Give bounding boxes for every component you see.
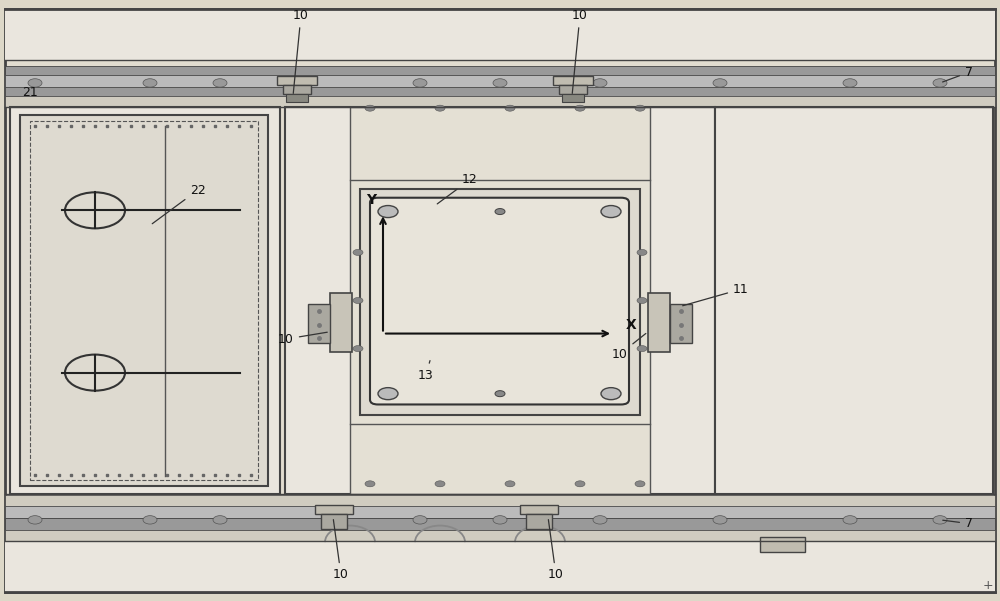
Circle shape — [378, 206, 398, 218]
Text: Y: Y — [366, 194, 376, 207]
Circle shape — [635, 481, 645, 487]
Bar — [315, 505, 353, 514]
Circle shape — [378, 388, 398, 400]
Circle shape — [843, 516, 857, 524]
Bar — [285, 107, 715, 494]
Bar — [321, 514, 347, 529]
Circle shape — [933, 79, 947, 87]
Circle shape — [601, 206, 621, 218]
Circle shape — [213, 516, 227, 524]
Circle shape — [505, 481, 515, 487]
Circle shape — [637, 346, 647, 352]
Bar — [308, 304, 330, 343]
Circle shape — [413, 79, 427, 87]
Bar — [20, 115, 268, 486]
Circle shape — [495, 209, 505, 215]
Text: 7: 7 — [943, 517, 973, 530]
Text: 21: 21 — [22, 86, 38, 99]
Bar — [10, 107, 280, 494]
Bar — [5, 506, 995, 518]
Bar — [5, 75, 995, 87]
Circle shape — [575, 105, 585, 111]
Bar — [5, 87, 995, 96]
Bar — [5, 518, 995, 530]
Text: +: + — [983, 579, 993, 592]
Bar — [5, 96, 995, 107]
Circle shape — [143, 79, 157, 87]
Circle shape — [505, 105, 515, 111]
Circle shape — [493, 79, 507, 87]
Circle shape — [713, 79, 727, 87]
Circle shape — [413, 516, 427, 524]
Circle shape — [353, 346, 363, 352]
Bar — [330, 293, 352, 352]
Bar — [350, 107, 650, 494]
Circle shape — [213, 79, 227, 87]
Bar — [760, 537, 805, 552]
Bar — [5, 9, 995, 60]
Bar — [360, 189, 640, 415]
Circle shape — [495, 391, 505, 397]
Circle shape — [593, 516, 607, 524]
Bar — [553, 76, 593, 85]
Bar — [286, 94, 308, 102]
Bar — [277, 76, 317, 85]
Text: X: X — [626, 318, 636, 332]
Circle shape — [143, 516, 157, 524]
Bar — [30, 121, 258, 480]
Circle shape — [593, 79, 607, 87]
Circle shape — [601, 388, 621, 400]
Circle shape — [435, 105, 445, 111]
Text: 10: 10 — [293, 9, 309, 93]
Bar — [648, 293, 670, 352]
Text: 22: 22 — [152, 183, 206, 224]
Bar — [520, 505, 558, 514]
Bar — [5, 66, 995, 75]
Circle shape — [28, 79, 42, 87]
Circle shape — [435, 481, 445, 487]
Text: 10: 10 — [612, 334, 646, 361]
Circle shape — [843, 79, 857, 87]
Circle shape — [637, 249, 647, 255]
Circle shape — [575, 481, 585, 487]
Bar — [5, 495, 995, 506]
Bar — [562, 94, 584, 102]
Circle shape — [933, 516, 947, 524]
Circle shape — [713, 516, 727, 524]
Bar — [283, 85, 311, 94]
Bar — [670, 304, 692, 343]
Circle shape — [353, 297, 363, 304]
Bar — [715, 107, 993, 494]
Text: 10: 10 — [572, 9, 588, 93]
Text: 10: 10 — [278, 332, 327, 346]
Bar — [5, 530, 995, 541]
Circle shape — [365, 105, 375, 111]
Bar — [559, 85, 587, 94]
Circle shape — [365, 481, 375, 487]
Text: 7: 7 — [943, 66, 973, 82]
Text: 11: 11 — [683, 282, 749, 306]
Text: 13: 13 — [418, 361, 434, 382]
Circle shape — [28, 516, 42, 524]
Text: 12: 12 — [437, 173, 478, 204]
Text: 10: 10 — [548, 520, 564, 581]
Bar — [5, 541, 995, 592]
Circle shape — [493, 516, 507, 524]
Text: 10: 10 — [333, 520, 349, 581]
FancyBboxPatch shape — [370, 198, 629, 404]
Bar — [526, 514, 552, 529]
Circle shape — [637, 297, 647, 304]
Circle shape — [635, 105, 645, 111]
Circle shape — [353, 249, 363, 255]
